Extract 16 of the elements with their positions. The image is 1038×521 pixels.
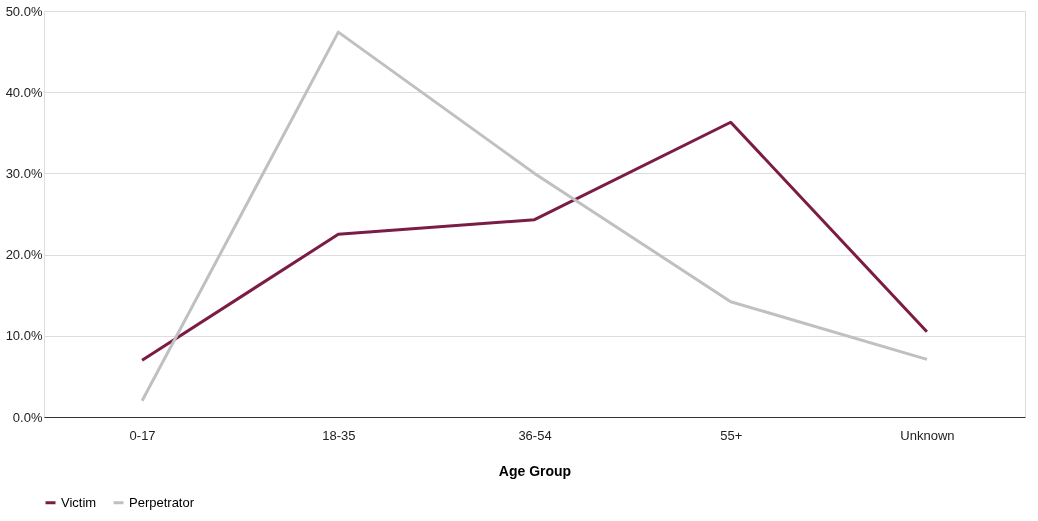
- y-tick-label: 20.0%: [5, 247, 43, 263]
- y-tick-label: 10.0%: [5, 328, 43, 344]
- legend-label: Victim: [61, 494, 97, 510]
- x-axis-title: Age Group: [498, 462, 572, 479]
- y-tick-label: 50.0%: [5, 3, 43, 19]
- x-tick-label: Unknown: [900, 427, 955, 443]
- line-series: [140, 30, 929, 403]
- legend-label: Perpetrator: [129, 494, 195, 510]
- y-tick-label: 40.0%: [5, 84, 43, 100]
- x-tick-label: 0-17: [129, 427, 156, 443]
- line-series: [140, 120, 929, 362]
- x-tick-label: 55+: [720, 427, 743, 443]
- x-tick-label: 18-35: [322, 427, 356, 443]
- x-tick-label: 36-54: [518, 427, 552, 443]
- y-tick-label: 0.0%: [12, 409, 43, 425]
- y-tick-label: 30.0%: [5, 165, 43, 181]
